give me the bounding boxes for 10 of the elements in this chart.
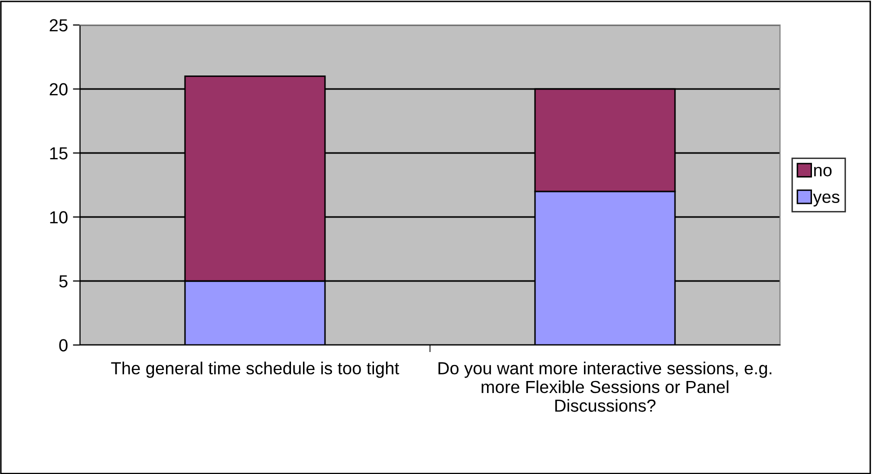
x-tick-label: Do you want more interactive sessions, e.g. more Flexible Sessions or Panel Discussions? — [438, 362, 772, 412]
y-tick-label: 5 — [59, 275, 68, 288]
legend-label: no — [814, 166, 832, 176]
y-tick-label: 10 — [50, 211, 68, 224]
y-tick-label: 20 — [50, 83, 68, 96]
legend-label: yes — [813, 194, 840, 206]
y-tick-label: 0 — [59, 339, 68, 352]
y-tick-label: 25 — [50, 19, 68, 32]
x-tick-label: The general time schedule is too tight — [111, 362, 400, 378]
y-tick-label: 15 — [50, 147, 68, 160]
